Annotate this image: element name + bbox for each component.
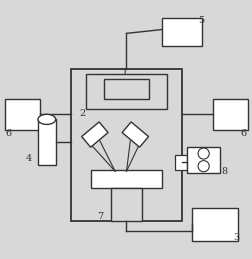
Text: 7: 7 <box>97 212 103 221</box>
Ellipse shape <box>38 114 55 124</box>
Bar <box>103 79 149 99</box>
Text: 3: 3 <box>232 233 238 242</box>
Bar <box>161 18 202 46</box>
Text: 6: 6 <box>239 130 245 139</box>
Bar <box>212 99 247 130</box>
Bar <box>86 74 166 109</box>
Bar <box>186 147 219 172</box>
Text: 1: 1 <box>121 68 127 77</box>
Text: 6: 6 <box>5 130 11 139</box>
Bar <box>5 99 40 130</box>
Bar <box>71 69 181 221</box>
Bar <box>91 170 161 188</box>
Text: 4: 4 <box>25 154 32 163</box>
Text: 5: 5 <box>198 16 204 25</box>
Text: 2: 2 <box>79 109 86 118</box>
Polygon shape <box>81 122 108 147</box>
Polygon shape <box>122 122 148 147</box>
Bar <box>111 188 141 221</box>
Bar <box>174 155 186 170</box>
Text: 8: 8 <box>220 167 227 176</box>
Bar <box>38 119 55 165</box>
Bar <box>192 208 237 241</box>
